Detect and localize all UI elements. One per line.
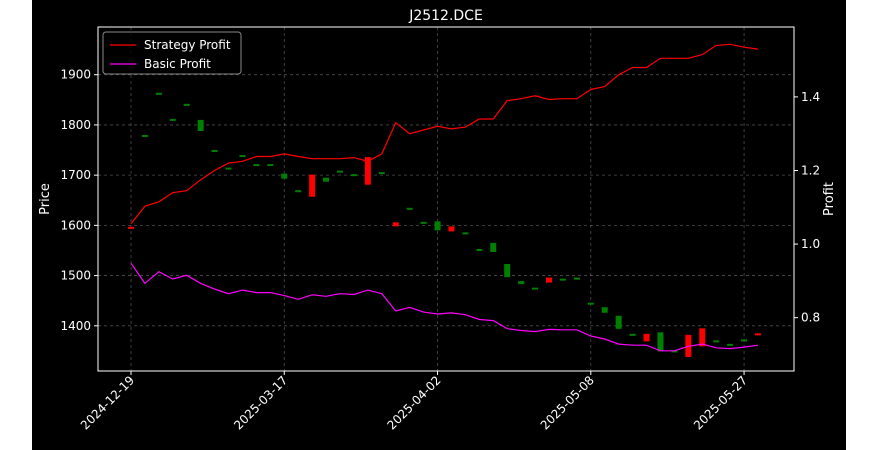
- candle: [727, 343, 734, 346]
- candle: [476, 248, 483, 251]
- candle: [323, 177, 330, 182]
- candle: [741, 339, 748, 342]
- candle: [601, 307, 608, 313]
- candle: [573, 277, 580, 280]
- candle: [559, 278, 566, 281]
- candle: [713, 340, 720, 343]
- y-left-tick-label: 1500: [60, 269, 91, 283]
- candle: [141, 134, 148, 137]
- candle: [267, 164, 274, 167]
- candle: [587, 302, 594, 305]
- candle: [615, 315, 622, 329]
- candle: [518, 281, 525, 285]
- legend-box: [102, 31, 242, 75]
- candle: [406, 207, 413, 210]
- x-tick-label: 2025-03-17: [231, 373, 290, 432]
- candle: [434, 221, 441, 231]
- candle: [532, 287, 539, 290]
- x-tick-label: 2025-06-13: [844, 373, 846, 432]
- y-left-tick-label: 1700: [60, 168, 91, 182]
- candle: [378, 172, 385, 175]
- candle: [490, 242, 497, 252]
- y-right-tick-label: 1.4: [801, 90, 820, 104]
- candlestick-chart: 2024-12-19 2025-03-17 2025-04-02 2025-05-08…: [38, 8, 878, 433]
- candle: [629, 333, 636, 336]
- basic-profit-line: [130, 262, 759, 352]
- candle: [462, 232, 469, 235]
- candle-layer: [128, 92, 761, 357]
- candle: [448, 226, 455, 232]
- y-left-tick-label: 1800: [60, 118, 91, 132]
- candle: [183, 103, 190, 106]
- candle: [643, 333, 650, 342]
- candle: [364, 157, 371, 185]
- x-tick-label: 2024-12-19: [78, 373, 137, 432]
- candle: [420, 221, 427, 224]
- candle: [504, 264, 511, 278]
- profit-lines: [130, 43, 759, 352]
- candle: [239, 155, 246, 158]
- y-axis-right-label: Profit: [822, 182, 837, 216]
- candle: [309, 174, 316, 197]
- figure-background: 2024-12-19 2025-03-17 2025-04-02 2025-05-08…: [32, 0, 878, 450]
- candle: [546, 277, 552, 283]
- candle: [699, 328, 706, 347]
- candle: [392, 222, 399, 227]
- grid-layer: [98, 27, 794, 371]
- x-tick-label: 2025-04-02: [384, 373, 443, 432]
- candle: [281, 173, 288, 179]
- candle: [211, 150, 218, 153]
- candle: [755, 333, 761, 336]
- candle: [253, 164, 260, 167]
- candle: [350, 174, 357, 177]
- candle: [225, 167, 232, 170]
- y-left-tick-label: 1600: [60, 218, 91, 232]
- legend: Strategy Profit Basic Profit: [102, 31, 242, 75]
- legend-label-basic: Basic Profit: [144, 57, 211, 71]
- candle: [337, 170, 343, 173]
- x-tick-label: 2025-05-08: [538, 373, 597, 432]
- chart-title: J2512.DCE: [408, 8, 483, 24]
- candle: [671, 350, 678, 353]
- y-right-tick-label: 0.8: [801, 311, 820, 325]
- candle: [295, 190, 302, 193]
- candle: [155, 92, 162, 95]
- y-right-tick-label: 1.0: [801, 237, 820, 251]
- plot-frame: [97, 26, 795, 372]
- legend-label-strategy: Strategy Profit: [144, 38, 231, 52]
- x-tick-label: 2025-05-27: [691, 373, 750, 432]
- y-left-tick-label: 1400: [60, 319, 91, 333]
- y-right-tick-label: 1.2: [801, 163, 820, 177]
- tick-layer: 2024-12-19 2025-03-17 2025-04-02 2025-05-08…: [60, 68, 878, 433]
- candle: [197, 119, 204, 131]
- candle: [169, 118, 176, 121]
- y-axis-left-label: Price: [38, 183, 53, 215]
- candle: [657, 332, 664, 352]
- candle: [128, 226, 134, 229]
- y-left-tick-label: 1900: [60, 68, 91, 82]
- strategy-profit-line: [130, 43, 759, 225]
